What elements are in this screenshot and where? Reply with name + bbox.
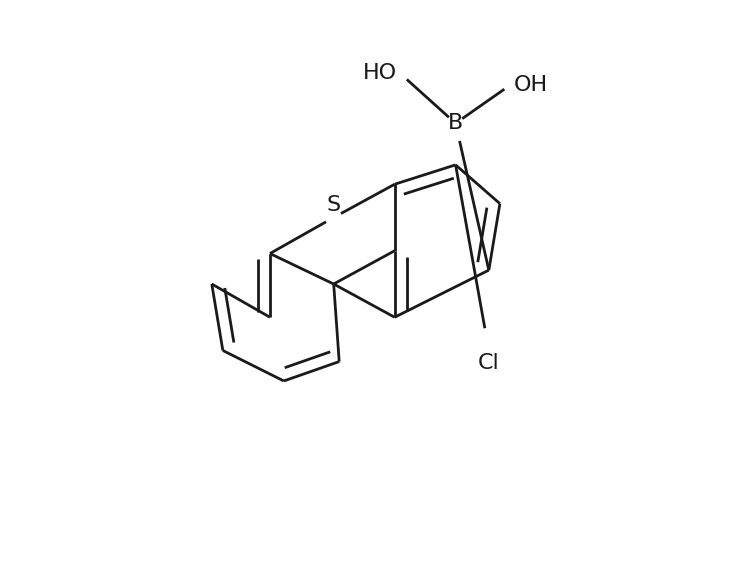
Text: S: S xyxy=(327,195,341,215)
Text: HO: HO xyxy=(364,64,398,83)
Text: B: B xyxy=(448,113,463,133)
Text: OH: OH xyxy=(514,74,548,94)
Text: Cl: Cl xyxy=(478,353,500,373)
